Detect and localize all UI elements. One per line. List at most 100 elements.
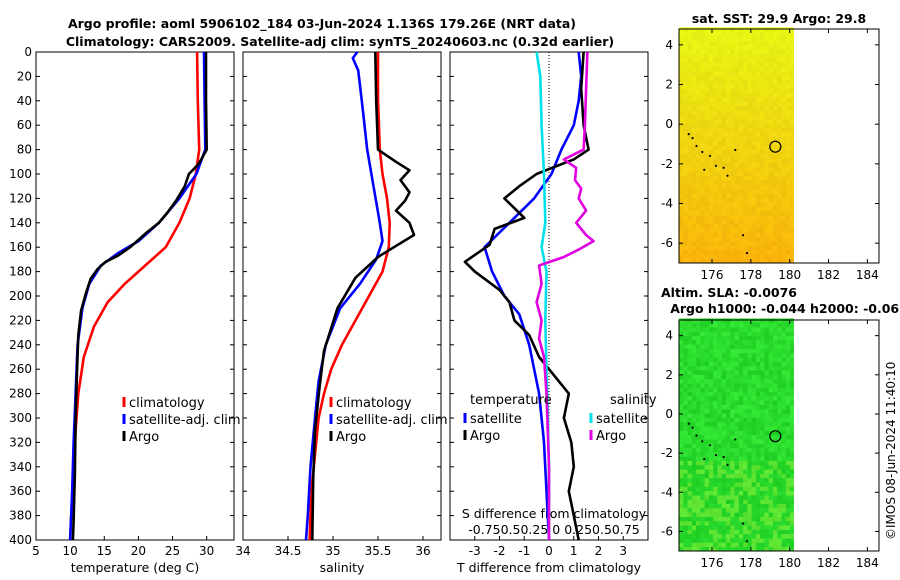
heatmap-cell <box>721 140 727 146</box>
heatmap-cell <box>708 486 714 492</box>
heatmap-cell <box>700 184 706 190</box>
heatmap-cell <box>708 344 714 349</box>
heatmap-cell <box>755 175 761 181</box>
heatmap-cell <box>734 482 740 487</box>
heatmap-cell <box>691 140 697 146</box>
heatmap-cell <box>743 378 748 384</box>
heatmap-cell <box>725 512 731 517</box>
heatmap-cell <box>781 127 787 133</box>
heatmap-cell <box>713 322 718 328</box>
heatmap-cell <box>781 413 787 418</box>
heatmap-cell <box>760 232 765 238</box>
heatmap-cell <box>683 97 688 102</box>
heatmap-cell <box>738 503 744 509</box>
ytick-label: 140 <box>9 216 32 230</box>
heatmap-cell <box>751 175 757 181</box>
heatmap-cell <box>743 132 748 137</box>
heatmap-cell <box>683 400 688 405</box>
heatmap-cell <box>764 249 770 255</box>
heatmap-cell <box>755 119 761 124</box>
heatmap-cell <box>747 36 753 41</box>
heatmap-cell <box>738 430 744 436</box>
heatmap-cell <box>764 110 770 116</box>
heatmap-cell <box>704 503 710 509</box>
heatmap-cell <box>790 162 794 168</box>
heatmap-cell <box>777 241 782 246</box>
heatmap-cell <box>713 352 718 358</box>
heatmap-cell <box>768 175 774 181</box>
heatmap-cell <box>751 171 757 177</box>
heatmap-cell <box>768 400 774 405</box>
heatmap-cell <box>717 149 723 155</box>
heatmap-cell <box>730 387 735 393</box>
heatmap-cell <box>790 434 794 440</box>
heatmap-cell <box>781 123 787 129</box>
heatmap-cell <box>764 348 770 354</box>
heatmap-cell <box>755 473 761 479</box>
heatmap-cell <box>696 188 701 194</box>
heatmap-cell <box>768 40 774 46</box>
heatmap-cell <box>721 66 727 72</box>
heatmap-cell <box>755 490 761 496</box>
heatmap-cell <box>747 88 753 94</box>
heatmap-cell <box>691 507 697 513</box>
heatmap-cell <box>683 254 688 260</box>
heatmap-cell <box>730 123 735 129</box>
heatmap-cell <box>696 36 701 41</box>
heatmap-cell <box>679 395 684 401</box>
heatmap-cell <box>687 391 693 397</box>
heatmap-cell <box>700 434 706 440</box>
heatmap-cell <box>708 460 714 466</box>
heatmap-cell <box>708 40 714 46</box>
heatmap-cell <box>696 79 701 85</box>
heatmap-cell <box>743 520 748 526</box>
heatmap-cell <box>777 201 782 207</box>
heatmap-cell <box>755 516 761 522</box>
heatmap-cell <box>768 132 774 137</box>
heatmap-cell <box>777 348 782 354</box>
heatmap-cell <box>734 516 740 522</box>
heatmap-cell <box>708 97 714 102</box>
heatmap-cell <box>708 546 714 552</box>
heatmap-cell <box>730 374 735 380</box>
heatmap-cell <box>772 477 778 483</box>
heatmap-cell <box>768 451 774 457</box>
heatmap-cell <box>785 149 791 155</box>
heatmap-cell <box>751 75 757 81</box>
heatmap-cell <box>790 75 794 81</box>
heatmap-cell <box>713 258 718 264</box>
heatmap-cell <box>734 62 740 68</box>
heatmap-cell <box>725 473 731 479</box>
heatmap-cell <box>760 188 765 194</box>
heatmap-cell <box>700 101 706 107</box>
island-marker <box>722 166 725 169</box>
heatmap-cell <box>751 149 757 155</box>
heatmap-cell <box>760 153 765 159</box>
heatmap-cell <box>704 486 710 492</box>
heatmap-cell <box>777 439 782 444</box>
heatmap-cell <box>721 464 727 470</box>
heatmap-cell <box>734 512 740 517</box>
heatmap-cell <box>734 88 740 94</box>
heatmap-cell <box>772 193 778 198</box>
heatmap-cell <box>755 40 761 46</box>
heatmap-cell <box>725 443 731 449</box>
heatmap-cell <box>747 404 753 410</box>
heatmap-cell <box>781 538 787 543</box>
heatmap-cell <box>683 215 688 220</box>
heatmap-cell <box>751 153 757 159</box>
heatmap-cell <box>708 430 714 436</box>
heatmap-cell <box>734 228 740 233</box>
heatmap-cell <box>743 516 748 522</box>
heatmap-cell <box>764 546 770 552</box>
heatmap-cell <box>696 391 701 397</box>
heatmap-cell <box>721 119 727 124</box>
heatmap-cell <box>700 365 706 371</box>
heatmap-cell <box>790 110 794 116</box>
heatmap-cell <box>738 520 744 526</box>
xtick-label: 184 <box>856 268 879 282</box>
heatmap-cell <box>704 383 710 388</box>
heatmap-cell <box>717 495 723 500</box>
heatmap-cell <box>721 53 727 59</box>
heatmap-cell <box>772 538 778 543</box>
